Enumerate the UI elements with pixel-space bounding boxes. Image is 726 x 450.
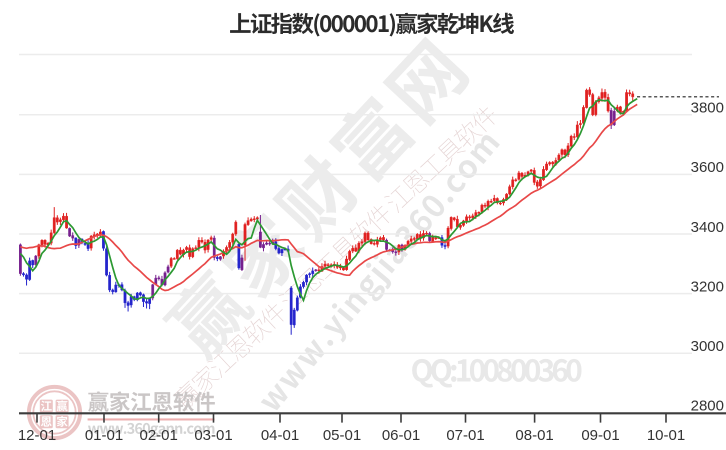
svg-text:3200: 3200 xyxy=(691,278,724,295)
svg-text:05-01: 05-01 xyxy=(323,427,361,444)
svg-text:3600: 3600 xyxy=(691,159,724,176)
svg-text:10-01: 10-01 xyxy=(647,427,685,444)
svg-text:3000: 3000 xyxy=(691,338,724,355)
svg-text:02-01: 02-01 xyxy=(140,427,178,444)
svg-text:06-01: 06-01 xyxy=(382,427,420,444)
svg-text:07-01: 07-01 xyxy=(446,427,484,444)
svg-text:09-01: 09-01 xyxy=(581,427,619,444)
svg-text:01-01: 01-01 xyxy=(85,427,123,444)
svg-text:3400: 3400 xyxy=(691,219,724,236)
svg-text:3800: 3800 xyxy=(691,100,724,117)
svg-text:04-01: 04-01 xyxy=(261,427,299,444)
svg-text:08-01: 08-01 xyxy=(515,427,553,444)
svg-text:2800: 2800 xyxy=(691,398,724,415)
svg-text:12-01: 12-01 xyxy=(18,427,56,444)
svg-text:03-01: 03-01 xyxy=(194,427,232,444)
